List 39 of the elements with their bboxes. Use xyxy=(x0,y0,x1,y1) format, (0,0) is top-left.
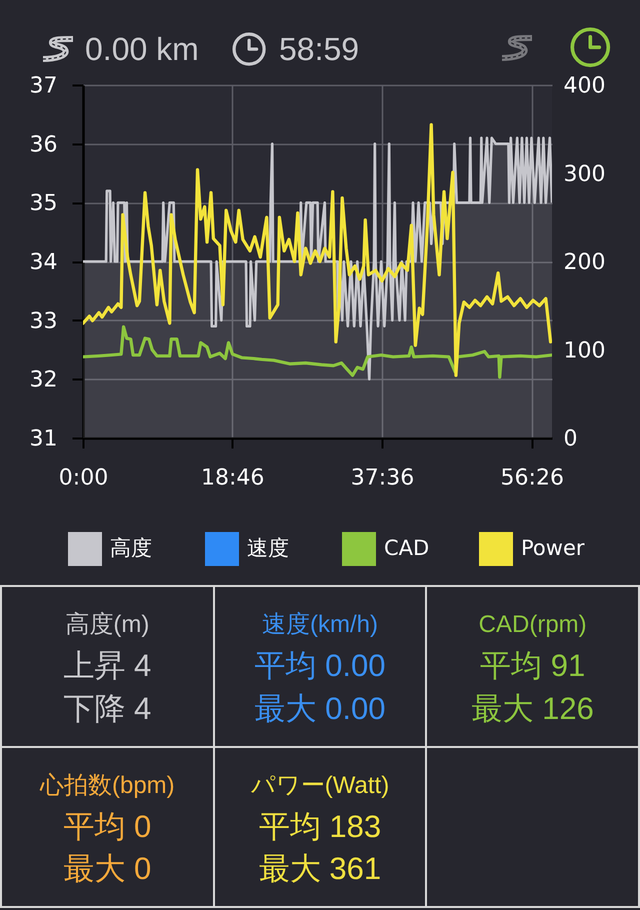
text: 0.00 km xyxy=(85,31,199,67)
y2-tick-label: 300 xyxy=(564,162,606,187)
text: 平均 0.00 xyxy=(254,648,386,684)
text: パワー(Watt) xyxy=(250,772,390,800)
text: 速度(km/h) xyxy=(260,611,379,639)
text: 58:59 xyxy=(279,31,360,67)
legend-label: 高度 xyxy=(110,536,152,560)
x-tick-label: 56:26 xyxy=(500,466,564,490)
text: 上昇 4 xyxy=(62,648,152,684)
y-tick-label: 34 xyxy=(30,250,58,275)
y-tick-label: 36 xyxy=(30,132,58,158)
legend-label: CAD xyxy=(384,536,430,560)
y-tick-label: 32 xyxy=(30,368,58,393)
text: 平均 183 xyxy=(258,808,382,844)
text: 下降 4 xyxy=(62,690,152,726)
text: 最大 126 xyxy=(470,690,595,726)
legend-label: Power xyxy=(521,536,585,560)
y2-tick-label: 0 xyxy=(564,426,578,452)
y-tick-label: 37 xyxy=(30,74,58,98)
y-tick-label: 33 xyxy=(30,308,58,334)
x-tick-label: 37:36 xyxy=(350,466,414,490)
text: CAD(rpm) xyxy=(478,611,588,639)
text: 平均 91 xyxy=(479,648,586,684)
y2-tick-label: 100 xyxy=(564,338,606,364)
y2-tick-label: 400 xyxy=(564,74,606,98)
text: 心拍数(bpm) xyxy=(38,772,176,800)
text: 高度(m) xyxy=(64,611,150,639)
text: 最大 361 xyxy=(258,851,382,887)
y-tick-label: 31 xyxy=(30,426,58,452)
x-tick-label: 0:00 xyxy=(58,466,108,490)
text: 最大 0.00 xyxy=(254,690,386,726)
line-series xyxy=(83,325,552,379)
text: 最大 0 xyxy=(62,851,152,887)
line-series xyxy=(83,123,552,377)
y2-tick-label: 200 xyxy=(564,250,606,275)
legend-label: 速度 xyxy=(247,536,289,560)
y-tick-label: 35 xyxy=(30,191,58,216)
text: 平均 0 xyxy=(62,808,152,844)
x-tick-label: 18:46 xyxy=(201,466,264,490)
